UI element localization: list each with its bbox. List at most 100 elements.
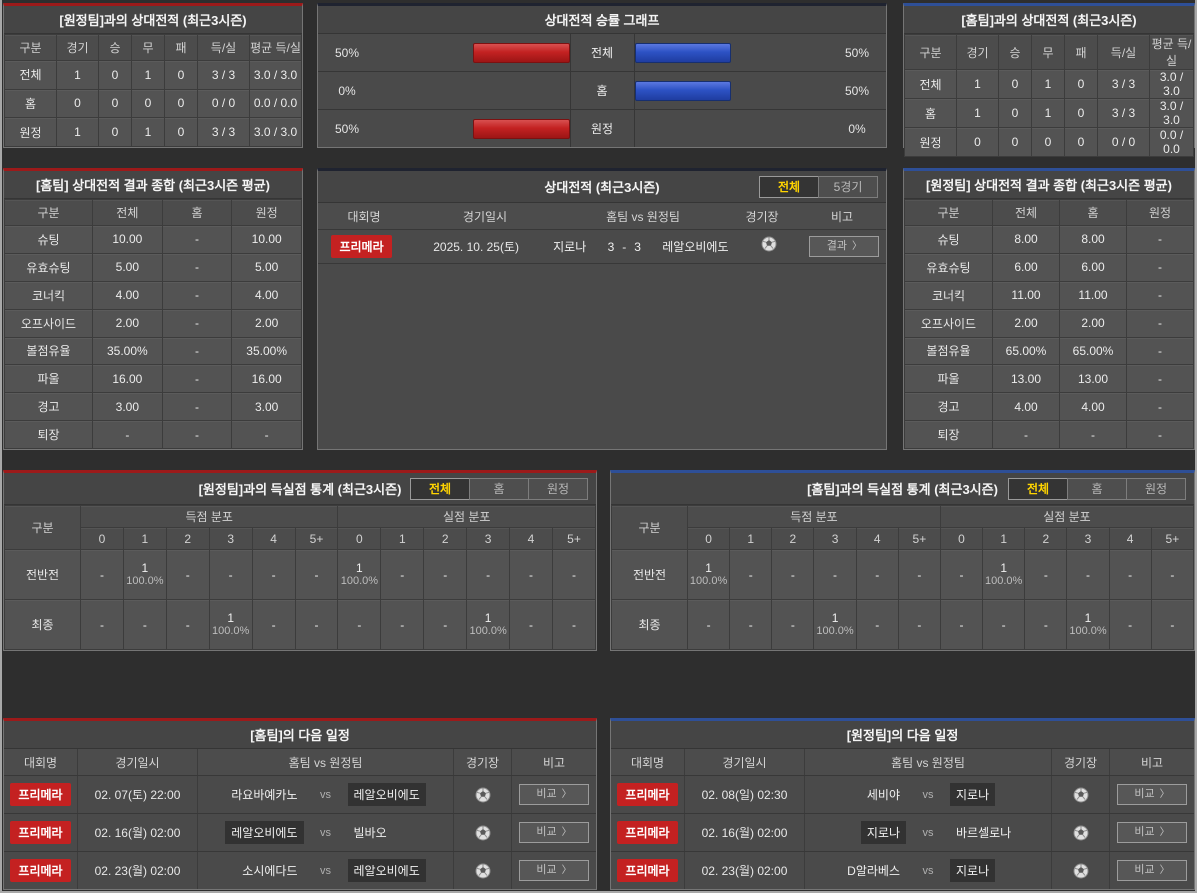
schedule-row: 프리메라 02. 08(일) 02:30 세비야 vs 지로나 비교 〉 <box>611 776 1194 814</box>
result-button[interactable]: 결과 〉 <box>809 236 880 257</box>
column-header: 구분 <box>4 199 93 226</box>
stat-cell: 1 100.0% <box>466 599 511 650</box>
panel-title: [홈팀] 상대전적 결과 종합 (최근3시즌 평균) <box>4 171 302 199</box>
match-teams: 지로나 3-3 레알오비에도 <box>547 235 734 258</box>
stadium-ball-icon[interactable] <box>475 863 491 879</box>
note-cell: 비교 〉 <box>512 776 596 813</box>
stat-cell: - <box>161 364 233 394</box>
compare-button[interactable]: 비교 〉 <box>519 822 589 843</box>
away-side: 레알오비에도 <box>656 235 734 258</box>
league-badge: 프리메라 <box>10 859 71 882</box>
column-header: 득/실 <box>1097 34 1150 70</box>
chevron-right-icon: 〉 <box>561 865 572 876</box>
goal-stats-vs-hometeam-panel: [홈팀]과의 득실점 통계 (최근3시즌) 전체 홈 원정 구분 득점 분포 실… <box>610 470 1195 651</box>
stat-cell: - <box>251 599 296 650</box>
home-win-bar <box>472 42 570 63</box>
tab-5games[interactable]: 5경기 <box>818 175 878 198</box>
column-header: 홈팀 vs 원정팀 <box>198 749 454 775</box>
note-cell: 결과 〉 <box>803 236 886 257</box>
stadium-ball-icon[interactable] <box>475 787 491 803</box>
column-header: 대회명 <box>611 749 685 775</box>
hometeam-summary-panel: [홈팀] 상대전적 결과 종합 (최근3시즌 평균) 구분 전체 홈 원정 슈팅… <box>3 168 303 450</box>
stat-cell: 0 <box>164 60 198 90</box>
column-header: 경기 <box>956 34 999 70</box>
row-label: 볼점유율 <box>4 336 93 366</box>
stat-cell: 0 <box>1031 127 1065 157</box>
column-header: 평균 득/실 <box>249 34 302 61</box>
compare-button-label: 비교 <box>536 788 557 800</box>
stadium-ball-icon[interactable] <box>1073 825 1089 841</box>
stat-cell: 6.00 <box>992 252 1060 282</box>
tab-home[interactable]: 홈 <box>469 477 529 500</box>
home-team-name: 지로나 <box>860 821 906 844</box>
stat-cell: 1 <box>956 69 999 99</box>
column-header: 전체 <box>92 199 163 226</box>
row-label: 파울 <box>4 364 93 394</box>
stat-cell: 4.00 <box>1059 392 1127 422</box>
tab-all[interactable]: 전체 <box>759 175 819 198</box>
row-label: 퇴장 <box>904 420 993 449</box>
table-row: 오프사이드 2.00 2.00- <box>904 308 1194 338</box>
away-win-pct: 0% <box>848 121 866 136</box>
away-side: 지로나 <box>950 859 1051 882</box>
compare-button[interactable]: 비교 〉 <box>1117 822 1187 843</box>
table-row: 전반전 - 1 100.0% - - - - 1 100.0% - - - - - <box>4 549 597 600</box>
compare-button[interactable]: 비교 〉 <box>519 860 589 881</box>
row-label: 오프사이드 <box>4 308 93 338</box>
stadium-ball-icon[interactable] <box>1073 787 1089 803</box>
win-rate-graph-panel: 상대전적 승률 그래프 50% 전체 50% 0% 홈 50% 50% 원정 0… <box>317 3 887 148</box>
stat-cell: 3 / 3 <box>1097 69 1150 99</box>
column-header: 득/실 <box>197 34 250 61</box>
column-header: 구분 <box>4 505 81 550</box>
stat-cell: 65.00% <box>992 336 1060 366</box>
stat-cell: - <box>294 549 339 600</box>
stadium-ball-icon[interactable] <box>1073 863 1089 879</box>
table-row: 유효슈팅 6.00 6.00- <box>904 252 1194 282</box>
schedule-table: 대회명 경기일시 홈팀 vs 원정팀 경기장 비고 프리메라 02. 07(토)… <box>4 749 596 889</box>
graph-row-away: 50% 원정 0% <box>318 110 886 147</box>
home-team-name: D알라베스 <box>847 864 900 878</box>
h2h-vs-awayteam-panel: [원정팀]과의 상대전적 (최근3시즌) 구분 경기 승 무 패 득/실 평균 … <box>3 3 303 148</box>
home-side: 소시에다드 <box>198 859 304 882</box>
away-team-name: 바르셀로나 <box>956 826 1012 840</box>
compare-button[interactable]: 비교 〉 <box>1117 860 1187 881</box>
column-header: 구분 <box>904 199 993 226</box>
stadium-cell <box>454 852 512 889</box>
row-label: 코너킥 <box>904 280 993 310</box>
column-header: 경기장 <box>454 749 512 775</box>
table-row: 슈팅 8.00 8.00- <box>904 225 1194 254</box>
column-header: 홈팀 vs 원정팀 <box>805 749 1052 775</box>
h2h-matches-panel: 상대전적 (최근3시즌) 전체 5경기 대회명 경기일시 홈팀 vs 원정팀 경… <box>317 168 887 450</box>
column-header: 1 <box>982 527 1026 550</box>
column-header: 5+ <box>897 527 941 550</box>
score-separator: - <box>622 239 627 254</box>
tab-away[interactable]: 원정 <box>528 477 588 500</box>
schedule-row: 프리메라 02. 07(토) 22:00 라요바예카노 vs 레알오비에도 비교… <box>4 776 596 814</box>
stat-cell: - <box>1059 420 1127 449</box>
stat-cell: 0 <box>998 69 1032 99</box>
stat-cell: - <box>855 549 899 600</box>
tab-all[interactable]: 전체 <box>410 477 470 500</box>
column-header: 무 <box>131 34 165 61</box>
column-header: 2 <box>423 527 468 550</box>
stat-cell: 0 <box>98 88 132 119</box>
stat-cell: 1 100.0% <box>337 549 382 600</box>
tab-all[interactable]: 전체 <box>1008 477 1068 500</box>
compare-button[interactable]: 비교 〉 <box>1117 784 1187 805</box>
home-score: 3 <box>607 239 615 254</box>
goal-stats-table: 구분 득점 분포 실점 분포 0 1 2 3 4 5+ 0 1 2 3 4 5+ 전반전 - 1 10… <box>4 505 597 650</box>
compare-button[interactable]: 비교 〉 <box>519 784 589 805</box>
tab-away[interactable]: 원정 <box>1126 477 1186 500</box>
stadium-ball-icon[interactable] <box>761 236 777 252</box>
stat-cell: - <box>337 599 382 650</box>
stat-cell: 4.00 <box>231 280 302 310</box>
stat-cell: - <box>161 392 233 422</box>
stat-cell: 10.00 <box>231 225 302 254</box>
column-header: 전체 <box>992 199 1060 226</box>
stat-cell: - <box>551 549 597 600</box>
tab-home[interactable]: 홈 <box>1067 477 1127 500</box>
stat-cell: - <box>729 599 773 650</box>
compare-button-label: 비교 <box>536 864 557 876</box>
stadium-ball-icon[interactable] <box>475 825 491 841</box>
column-header: 원정 <box>1126 199 1194 226</box>
